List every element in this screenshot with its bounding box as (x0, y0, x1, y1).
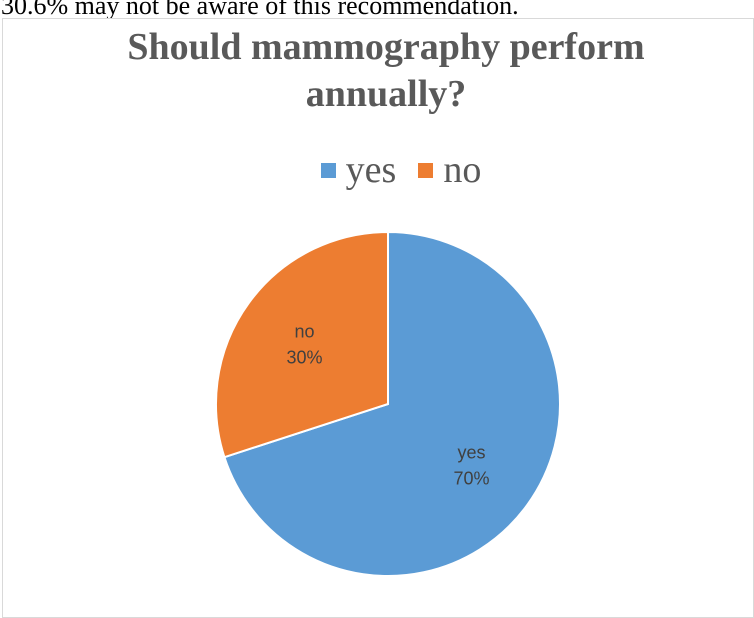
slice-label-no-percent: 30% (286, 347, 322, 367)
slice-label-yes-category: yes (457, 443, 485, 463)
legend-item-no: no (418, 148, 481, 192)
legend-swatch-yes (320, 162, 336, 178)
pie-slice-no (215, 230, 389, 459)
legend-label-no: no (443, 149, 482, 191)
chart-legend: yes no (0, 148, 754, 192)
chart-title-line-1: Should mammography perform (127, 26, 645, 68)
legend-item-yes: yes (320, 148, 397, 192)
chart-title-line-2: annually? (305, 73, 467, 115)
document-text-line: 30.6% may not be aware of this recommend… (1, 0, 519, 20)
chart-title: Should mammography perform annually? (0, 24, 754, 118)
pie-slices (215, 230, 561, 577)
legend-swatch-no (418, 162, 434, 178)
pie-chart: yes 70% no 30% (215, 230, 561, 577)
pie-labels: yes 70% no 30% (286, 321, 489, 488)
legend-label-yes: yes (345, 149, 397, 191)
pie-slice-yes (223, 230, 561, 577)
slice-label-no-category: no (294, 321, 314, 341)
slice-label-yes-percent: 70% (453, 469, 489, 489)
